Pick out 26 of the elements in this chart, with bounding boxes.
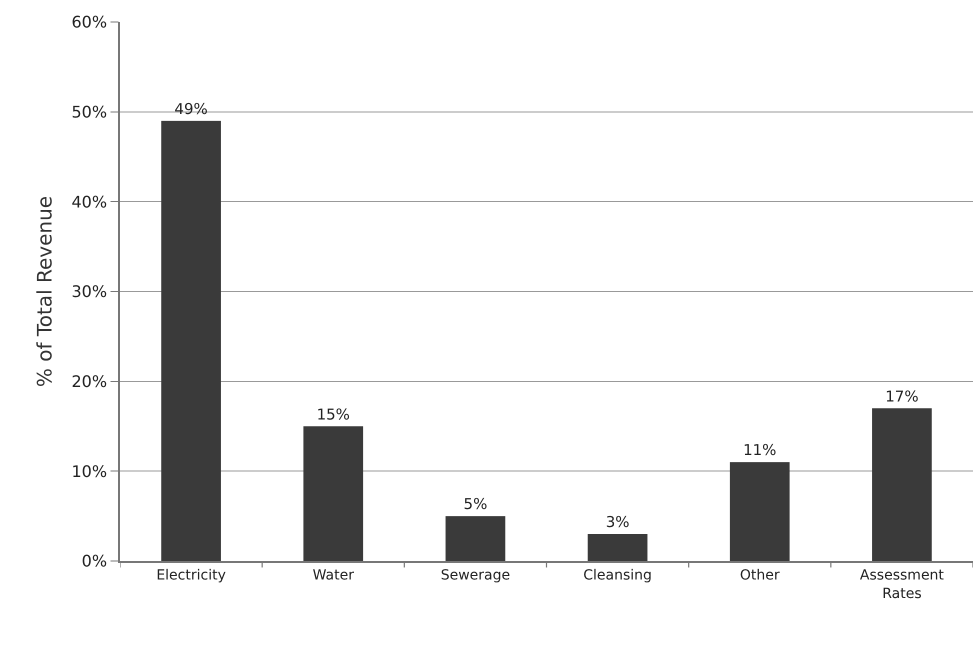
y-tick-label: 20%	[71, 372, 108, 391]
y-tick-label: 50%	[71, 102, 108, 122]
bar	[872, 408, 932, 561]
y-tick-label: 0%	[82, 552, 108, 571]
y-axis-title: % of Total Revenue	[32, 196, 56, 388]
data-label: 11%	[743, 441, 776, 460]
y-tick-label: 10%	[71, 462, 108, 481]
data-label: 3%	[606, 513, 630, 532]
data-label: 15%	[316, 405, 350, 424]
bar	[446, 516, 506, 561]
bar	[730, 462, 790, 561]
x-tick-label: Assessment Rates	[860, 568, 944, 602]
bar	[303, 426, 364, 561]
y-tick-label: 40%	[71, 192, 108, 212]
bar	[161, 120, 221, 561]
x-tick-label: Sewerage	[440, 568, 510, 584]
data-label: 49%	[174, 100, 208, 118]
data-label: 5%	[464, 495, 488, 514]
x-tick-label: Cleansing	[583, 568, 652, 584]
x-tick-label: Other	[740, 568, 780, 584]
y-tick-label: 30%	[71, 282, 108, 302]
x-tick-label: Electricity	[156, 568, 226, 584]
data-label: 17%	[885, 387, 919, 406]
bar	[588, 534, 648, 561]
x-tick-label: Water	[312, 568, 354, 584]
y-tick-label: 60%	[71, 12, 108, 32]
